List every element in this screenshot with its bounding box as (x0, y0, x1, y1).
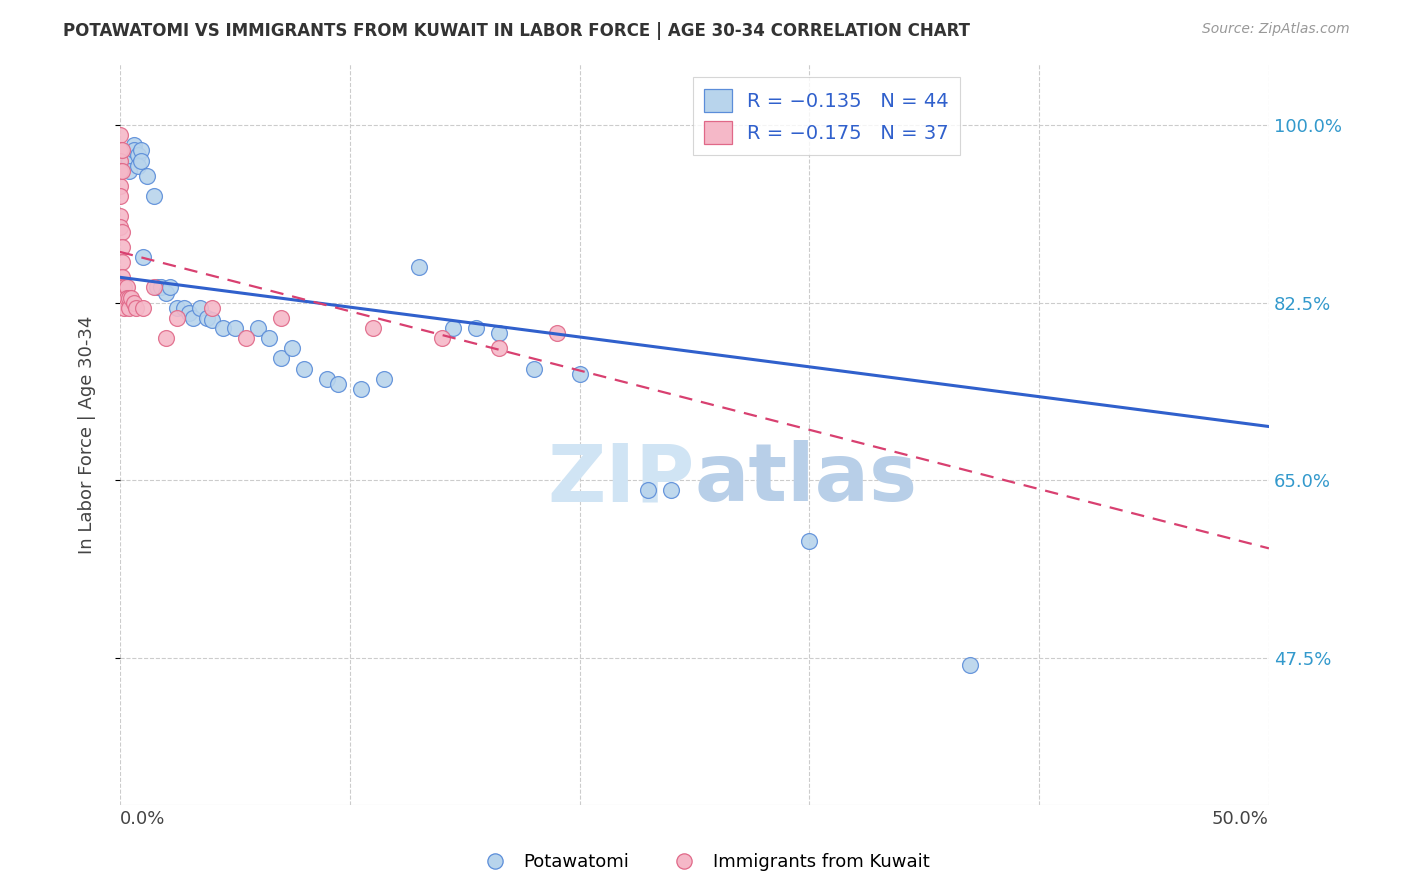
Point (568, 367, 591, 381)
Point (201, 313, 224, 327)
Point (129, 153, 152, 168)
Point (959, 658, 981, 673)
Point (118, 163, 141, 178)
Point (143, 189, 166, 203)
Point (246, 321, 269, 335)
Point (373, 372, 395, 386)
Point (522, 361, 544, 376)
Text: Source: ZipAtlas.com: Source: ZipAtlas.com (1202, 22, 1350, 37)
Text: 0.0%: 0.0% (120, 810, 166, 829)
Point (114, 280, 136, 294)
Point (155, 285, 177, 300)
Point (235, 331, 257, 345)
Point (125, 301, 148, 315)
Point (111, 240, 134, 254)
Point (122, 295, 145, 310)
Point (118, 301, 141, 315)
Point (136, 169, 159, 183)
Point (118, 153, 141, 168)
Point (118, 291, 141, 305)
Point (195, 310, 218, 325)
Point (129, 144, 152, 158)
Point (270, 351, 292, 366)
Point (799, 534, 821, 549)
Point (122, 138, 145, 153)
Point (270, 310, 292, 325)
Point (201, 301, 224, 315)
Point (224, 321, 246, 335)
Point (188, 301, 211, 315)
Point (111, 144, 134, 158)
Point (111, 163, 134, 178)
Point (441, 321, 464, 335)
Point (159, 280, 181, 294)
Point (183, 310, 205, 325)
Point (114, 291, 136, 305)
Point (637, 483, 659, 498)
Point (132, 250, 155, 264)
Point (108, 163, 131, 178)
Point (108, 128, 131, 142)
Point (108, 153, 131, 168)
Text: POTAWATOMI VS IMMIGRANTS FROM KUWAIT IN LABOR FORCE | AGE 30-34 CORRELATION CHAR: POTAWATOMI VS IMMIGRANTS FROM KUWAIT IN … (63, 22, 970, 40)
Point (108, 189, 131, 203)
Point (111, 280, 134, 294)
Point (111, 291, 134, 305)
Point (546, 326, 568, 340)
Point (315, 372, 337, 386)
Point (177, 306, 200, 320)
Point (132, 301, 155, 315)
Point (661, 483, 683, 498)
Point (408, 260, 430, 274)
Point (111, 280, 134, 294)
Point (430, 331, 453, 345)
Point (115, 280, 138, 294)
Point (259, 331, 281, 345)
Point (212, 321, 235, 335)
Y-axis label: In Labor Force | Age 30-34: In Labor Force | Age 30-34 (79, 316, 96, 554)
Point (122, 144, 145, 158)
Point (361, 321, 384, 335)
Point (465, 321, 488, 335)
Point (127, 148, 149, 162)
Point (115, 291, 138, 305)
Legend: Potawatomi, Immigrants from Kuwait: Potawatomi, Immigrants from Kuwait (470, 847, 936, 879)
Point (127, 159, 149, 173)
Point (292, 361, 315, 376)
Point (150, 280, 173, 294)
Point (281, 342, 304, 356)
Point (166, 301, 188, 315)
Point (108, 144, 131, 158)
Point (120, 291, 142, 305)
Point (114, 301, 136, 315)
Point (145, 280, 167, 294)
Point (111, 225, 134, 239)
Point (350, 382, 373, 396)
Text: atlas: atlas (695, 440, 918, 518)
Point (143, 280, 166, 294)
Point (111, 255, 134, 269)
Point (166, 310, 188, 325)
Legend: R = −0.135   N = 44, R = −0.175   N = 37: R = −0.135 N = 44, R = −0.175 N = 37 (693, 78, 960, 155)
Point (108, 178, 131, 193)
Point (111, 270, 134, 285)
Text: 50.0%: 50.0% (1212, 810, 1270, 829)
Point (488, 326, 510, 340)
Text: ZIP: ZIP (547, 440, 695, 518)
Point (173, 301, 195, 315)
Point (155, 331, 177, 345)
Point (488, 342, 510, 356)
Point (108, 219, 131, 234)
Point (328, 376, 350, 391)
Point (108, 210, 131, 224)
